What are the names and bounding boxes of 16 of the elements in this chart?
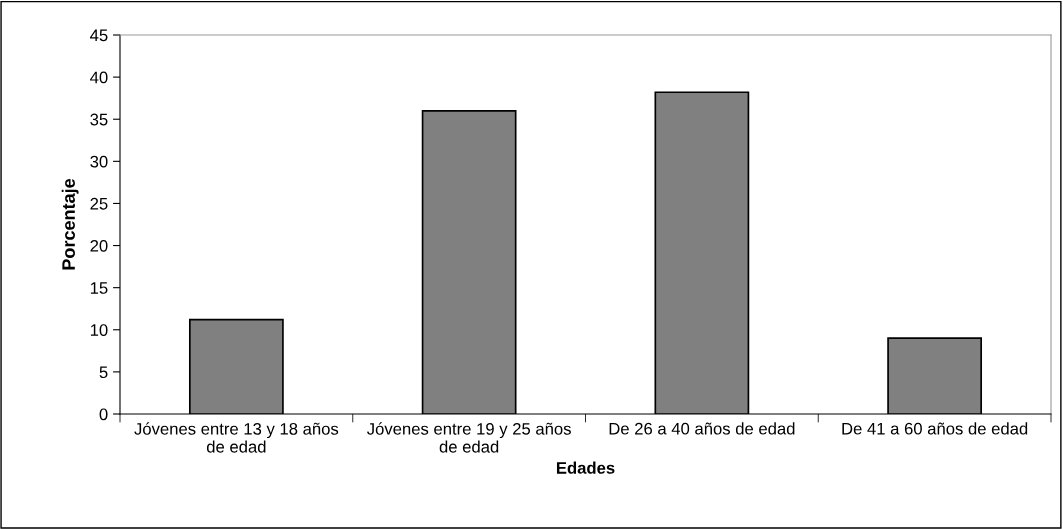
y-tick-label: 10 (90, 324, 108, 336)
x-tick-label: Jóvenes entre 13 y 18 años de edad (134, 422, 339, 453)
y-axis-title: Porcentaje (61, 178, 79, 270)
y-tick-label: 45 (90, 29, 108, 42)
y-tick-label: 0 (99, 408, 108, 421)
y-tick-label: 35 (90, 113, 108, 126)
x-axis-title: Edades (556, 461, 615, 474)
y-tick-label: 15 (90, 282, 108, 294)
y-tick-label: 5 (99, 366, 108, 379)
y-tick-label: 40 (90, 71, 108, 84)
y-tick-label: 20 (90, 239, 108, 252)
x-tick-label: De 26 a 40 años de edad (609, 422, 795, 435)
y-tick-label: 25 (90, 197, 108, 210)
x-tick-label: Jóvenes entre 19 y 25 años de edad (367, 422, 571, 453)
x-tick-label: De 41 a 60 años de edad (842, 422, 1028, 435)
y-tick-label: 30 (90, 155, 108, 168)
